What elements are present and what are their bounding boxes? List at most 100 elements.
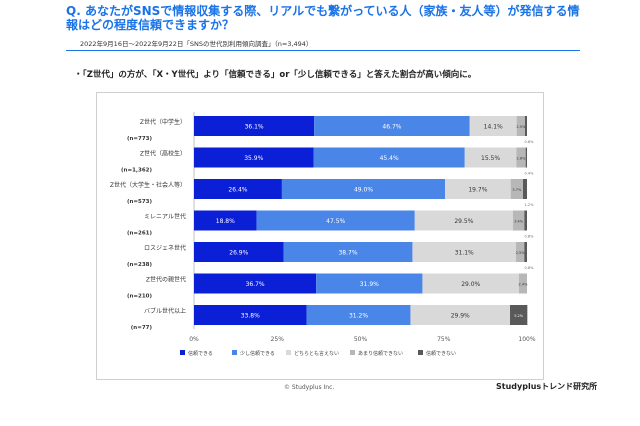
data-label: 2.5% bbox=[516, 125, 526, 129]
bar-segment bbox=[523, 179, 527, 199]
bar-segment bbox=[513, 210, 525, 231]
data-label: 3.4% bbox=[514, 220, 524, 224]
legend-swatch bbox=[418, 350, 423, 355]
x-tick-label: 50% bbox=[354, 336, 368, 343]
legend-label: 信頼できる bbox=[188, 350, 213, 357]
data-label: 26.9% bbox=[229, 250, 248, 257]
title-divider bbox=[66, 50, 580, 51]
category-label: Z世代（中学生） bbox=[140, 118, 186, 126]
data-label: 26.4% bbox=[228, 187, 247, 194]
legend-swatch bbox=[180, 350, 185, 355]
category-n-label: (n=238) bbox=[127, 262, 153, 268]
bar-segment bbox=[524, 242, 527, 262]
legend-label: 信頼できない bbox=[426, 350, 456, 357]
x-tick-label: 0% bbox=[189, 336, 199, 343]
bar-segment bbox=[194, 179, 282, 199]
bar-segment bbox=[414, 210, 514, 231]
bar-segment bbox=[410, 305, 511, 325]
bar-segment bbox=[194, 273, 317, 294]
legend-swatch bbox=[232, 350, 237, 355]
data-label: 29.5% bbox=[454, 218, 473, 225]
category-label: Z世代（大学生・社会人等） bbox=[110, 181, 186, 189]
data-label: 2.5% bbox=[516, 251, 526, 255]
category-n-label: (n=1,362) bbox=[121, 168, 152, 174]
data-label: 19.7% bbox=[468, 187, 487, 194]
x-tick-label: 25% bbox=[271, 336, 285, 343]
bar-segment bbox=[256, 210, 415, 231]
x-tick-label: 75% bbox=[437, 336, 451, 343]
bar-segment bbox=[313, 147, 465, 168]
category-label: ロスジェネ世代 bbox=[144, 244, 186, 252]
data-label: 46.7% bbox=[382, 124, 401, 131]
category-label: Z世代（高校生） bbox=[140, 150, 186, 158]
bar-segment bbox=[306, 305, 411, 325]
data-label: 47.5% bbox=[326, 218, 345, 225]
bar-segment bbox=[469, 116, 517, 136]
legend-label: どちらとも言えない bbox=[294, 350, 339, 357]
legend-label: 少し信頼できる bbox=[240, 350, 275, 357]
data-label: 2.4% bbox=[519, 283, 529, 287]
x-tick-label: 100% bbox=[518, 336, 535, 343]
bar-segment bbox=[316, 273, 423, 294]
data-label: 36.1% bbox=[245, 124, 264, 131]
category-n-label: (n=773) bbox=[127, 136, 153, 142]
data-label: 31.9% bbox=[360, 281, 379, 288]
chart-frame bbox=[96, 92, 544, 380]
data-label: 18.8% bbox=[216, 218, 235, 225]
bar-segment bbox=[516, 147, 526, 168]
data-label: 38.7% bbox=[338, 250, 357, 257]
category-n-label: (n=77) bbox=[131, 325, 153, 331]
data-label: 5.2% bbox=[514, 314, 524, 318]
bar-segment bbox=[516, 242, 525, 262]
data-label: 0.8% bbox=[525, 266, 535, 270]
data-label: 29.9% bbox=[451, 313, 470, 320]
data-label: 45.4% bbox=[380, 155, 399, 162]
survey-subtitle: 2022年9月16日～2022年9月22日「SNSの世代別利用傾向調査」（n=3… bbox=[80, 40, 313, 48]
bar-segment bbox=[525, 147, 527, 168]
data-label: 33.8% bbox=[241, 313, 260, 320]
bar-segment bbox=[525, 116, 527, 136]
legend-label: あまり信頼できない bbox=[358, 350, 403, 357]
category-label: Z世代の親世代 bbox=[146, 276, 186, 284]
legend-swatch bbox=[350, 350, 355, 355]
category-n-label: (n=261) bbox=[127, 231, 153, 237]
data-label: 0.8% bbox=[525, 235, 535, 239]
bar-segment bbox=[422, 273, 520, 294]
bar-segment bbox=[314, 116, 470, 136]
brand-logo-text: Studyplusトレンド研究所 bbox=[496, 382, 598, 391]
data-label: 31.1% bbox=[455, 250, 474, 257]
bar-segment bbox=[283, 242, 413, 262]
copyright: © Studyplus Inc. bbox=[284, 384, 335, 391]
bar-segment bbox=[516, 116, 526, 136]
bar-segment bbox=[524, 210, 527, 231]
key-finding: ・「Z世代」の方が、「X・Y世代」より「信頼できる」or「少し信頼できる」と答え… bbox=[74, 70, 477, 80]
data-label: 31.2% bbox=[349, 313, 368, 320]
data-label: 49.0% bbox=[354, 187, 373, 194]
data-label: 3.7% bbox=[512, 188, 522, 192]
bar-segment bbox=[281, 179, 446, 199]
data-label: 1.2% bbox=[525, 203, 535, 207]
data-label: 0.6% bbox=[525, 140, 535, 144]
bar-segment bbox=[412, 242, 517, 262]
data-label: 35.9% bbox=[244, 155, 263, 162]
data-label: 0.4% bbox=[525, 172, 535, 176]
category-label: バブル世代以上 bbox=[144, 307, 186, 315]
data-label: 14.1% bbox=[484, 124, 503, 131]
bar-segment bbox=[464, 147, 517, 168]
bar-segment bbox=[510, 305, 528, 325]
legend-swatch bbox=[286, 350, 291, 355]
bar-segment bbox=[445, 179, 511, 199]
data-label: 29.0% bbox=[461, 281, 480, 288]
bar-segment bbox=[510, 179, 524, 199]
bar-segment bbox=[519, 273, 527, 294]
data-label: 2.8% bbox=[517, 157, 527, 161]
bar-segment bbox=[194, 242, 284, 262]
category-n-label: (n=210) bbox=[127, 294, 153, 300]
page-title: Q. あなたがSNSで情報収集する際、リアルでも繋がっている人（家族・友人等）が… bbox=[66, 4, 580, 32]
data-label: 36.7% bbox=[246, 281, 265, 288]
bar-segment bbox=[194, 305, 307, 325]
category-n-label: (n=573) bbox=[127, 199, 153, 205]
bar-segment bbox=[194, 116, 315, 136]
bar-segment bbox=[194, 147, 314, 168]
